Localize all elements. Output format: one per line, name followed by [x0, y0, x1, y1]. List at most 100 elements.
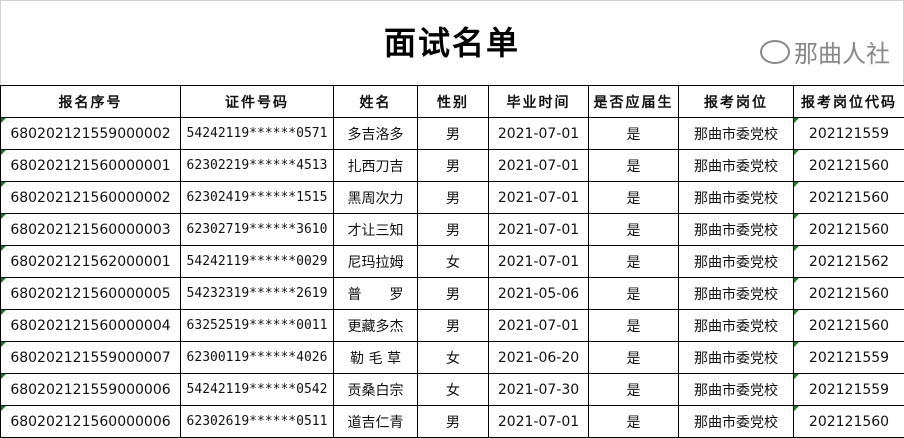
table-cell[interactable]: 202121559: [794, 374, 904, 406]
table-cell[interactable]: 202121560: [794, 150, 904, 182]
table-cell[interactable]: 那曲市委党校: [679, 118, 794, 150]
table-cell[interactable]: 更藏多杰: [334, 310, 418, 342]
table-cell[interactable]: 那曲市委党校: [679, 406, 794, 438]
table-cell[interactable]: 680202121560000005: [1, 278, 181, 310]
column-header: 报考岗位: [679, 86, 794, 118]
table-cell[interactable]: 202121559: [794, 342, 904, 374]
table-cell[interactable]: 680202121559000002: [1, 118, 181, 150]
table-cell[interactable]: 那曲市委党校: [679, 310, 794, 342]
column-header: 性别: [418, 86, 489, 118]
table-cell[interactable]: 男: [418, 150, 489, 182]
table-cell[interactable]: 勒 毛 草: [334, 342, 418, 374]
table-cell[interactable]: 男: [418, 118, 489, 150]
table-cell[interactable]: 54242119******0571: [181, 118, 334, 150]
table-cell[interactable]: 2021-07-01: [489, 406, 589, 438]
table-cell[interactable]: 2021-07-01: [489, 182, 589, 214]
table-cell[interactable]: 680202121560000006: [1, 406, 181, 438]
table-cell[interactable]: 54242119******0542: [181, 374, 334, 406]
table-cell[interactable]: 那曲市委党校: [679, 278, 794, 310]
table-cell[interactable]: 680202121560000003: [1, 214, 181, 246]
table-cell[interactable]: 那曲市委党校: [679, 214, 794, 246]
table-cell[interactable]: 2021-07-30: [489, 374, 589, 406]
column-header: 姓名: [334, 86, 418, 118]
table-cell[interactable]: 女: [418, 342, 489, 374]
table-cell[interactable]: 尼玛拉姆: [334, 246, 418, 278]
table-cell[interactable]: 202121560: [794, 278, 904, 310]
table-cell[interactable]: 2021-06-20: [489, 342, 589, 374]
wechat-icon: [760, 40, 790, 64]
table-cell[interactable]: 680202121559000007: [1, 342, 181, 374]
table-cell[interactable]: 680202121560000004: [1, 310, 181, 342]
table-cell[interactable]: 54232319******2619: [181, 278, 334, 310]
table-cell[interactable]: 那曲市委党校: [679, 150, 794, 182]
table-cell[interactable]: 那曲市委党校: [679, 342, 794, 374]
table-cell[interactable]: 是: [589, 374, 679, 406]
table-cell[interactable]: 男: [418, 310, 489, 342]
interview-list-table: 报名序号证件号码姓名性别毕业时间是否应届生报考岗位报考岗位代码 68020212…: [0, 85, 904, 438]
table-cell[interactable]: 是: [589, 406, 679, 438]
table-cell[interactable]: 2021-05-06: [489, 278, 589, 310]
table-cell[interactable]: 2021-07-01: [489, 310, 589, 342]
table-cell[interactable]: 62302219******4513: [181, 150, 334, 182]
table-cell[interactable]: 680202121560000002: [1, 182, 181, 214]
table-cell[interactable]: 202121560: [794, 406, 904, 438]
table-cell[interactable]: 2021-07-01: [489, 118, 589, 150]
table-cell[interactable]: 63252519******0011: [181, 310, 334, 342]
table-cell[interactable]: 普 罗: [334, 278, 418, 310]
table-cell[interactable]: 那曲市委党校: [679, 374, 794, 406]
table-cell[interactable]: 680202121559000006: [1, 374, 181, 406]
table-cell[interactable]: 是: [589, 342, 679, 374]
table-cell[interactable]: 那曲市委党校: [679, 182, 794, 214]
column-header: 是否应届生: [589, 86, 679, 118]
column-header: 报名序号: [1, 86, 181, 118]
table-cell[interactable]: 男: [418, 214, 489, 246]
table-cell[interactable]: 202121562: [794, 246, 904, 278]
table-cell[interactable]: 是: [589, 246, 679, 278]
table-cell[interactable]: 202121560: [794, 182, 904, 214]
table-cell[interactable]: 680202121560000001: [1, 150, 181, 182]
table-cell[interactable]: 2021-07-01: [489, 214, 589, 246]
table-cell[interactable]: 多吉洛多: [334, 118, 418, 150]
table-cell[interactable]: 202121559: [794, 118, 904, 150]
table-cell[interactable]: 男: [418, 182, 489, 214]
table-cell[interactable]: 202121560: [794, 214, 904, 246]
watermark: 那曲人社: [760, 34, 890, 69]
table-cell[interactable]: 扎西刀吉: [334, 150, 418, 182]
table-cell[interactable]: 54242119******0029: [181, 246, 334, 278]
table-cell[interactable]: 是: [589, 118, 679, 150]
table-cell[interactable]: 是: [589, 310, 679, 342]
column-header: 报考岗位代码: [794, 86, 904, 118]
table-cell[interactable]: 女: [418, 246, 489, 278]
table-cell[interactable]: 680202121562000001: [1, 246, 181, 278]
table-cell[interactable]: 62300119******4026: [181, 342, 334, 374]
table-cell[interactable]: 2021-07-01: [489, 246, 589, 278]
table-cell[interactable]: 2021-07-01: [489, 150, 589, 182]
table-cell[interactable]: 62302719******3610: [181, 214, 334, 246]
table-cell[interactable]: 是: [589, 182, 679, 214]
table-cell[interactable]: 男: [418, 278, 489, 310]
table-cell[interactable]: 道吉仁青: [334, 406, 418, 438]
table-cell[interactable]: 才让三知: [334, 214, 418, 246]
table-cell[interactable]: 62302619******0511: [181, 406, 334, 438]
watermark-text: 那曲人社: [794, 34, 890, 69]
table-cell[interactable]: 是: [589, 278, 679, 310]
table-cell[interactable]: 男: [418, 406, 489, 438]
table-cell[interactable]: 是: [589, 214, 679, 246]
table-cell[interactable]: 贡桑白宗: [334, 374, 418, 406]
table-cell[interactable]: 黑周次力: [334, 182, 418, 214]
table-cell[interactable]: 那曲市委党校: [679, 246, 794, 278]
table-cell[interactable]: 62302419******1515: [181, 182, 334, 214]
table-cell[interactable]: 女: [418, 374, 489, 406]
table-cell[interactable]: 202121560: [794, 310, 904, 342]
top-border: [0, 0, 904, 1]
table-cell[interactable]: 是: [589, 150, 679, 182]
